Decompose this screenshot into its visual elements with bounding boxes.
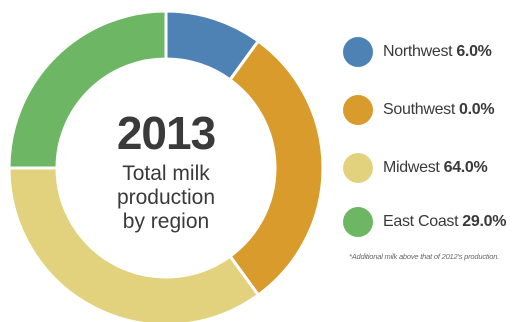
legend-value-midwest: 64.0% — [443, 159, 488, 176]
donut-slice-southwest — [227, 38, 325, 298]
center-subtitle-line-3: by region — [122, 210, 210, 233]
legend-value-northwest: 6.0% — [456, 43, 492, 60]
legend-item-midwest: Midwest 64.0% — [343, 152, 525, 184]
legend-item-northwest: Northwest 6.0% — [343, 36, 525, 68]
legend-swatch-northwest — [343, 37, 373, 67]
legend-label-northwest: Northwest — [383, 43, 453, 60]
legend-label-midwest: Midwest — [383, 159, 440, 176]
center-year: 2013 — [116, 107, 216, 159]
donut-chart — [7, 9, 325, 322]
legend-swatch-southwest — [343, 95, 373, 125]
center-subtitle: Total milk production by region — [92, 162, 240, 234]
center-subtitle-line-1: Total milk — [122, 162, 210, 185]
legend-label-east-coast: East Coast — [383, 213, 459, 230]
legend-value-east-coast: 29.0% — [462, 213, 507, 230]
legend-text-northwest: Northwest 6.0% — [383, 43, 492, 61]
donut-slice-east-coast — [7, 9, 168, 170]
legend-text-east-coast: East Coast 29.0% — [383, 213, 506, 231]
footnote: *Additional milk above that of 2012's pr… — [349, 252, 500, 261]
legend-item-southwest: Southwest 0.0% — [343, 94, 525, 126]
donut-slice-midwest — [7, 166, 261, 322]
legend-label-southwest: Southwest — [383, 101, 456, 118]
legend-swatch-east-coast — [343, 207, 373, 237]
center-subtitle-line-2: production — [116, 186, 216, 209]
legend-swatch-midwest — [343, 153, 373, 183]
legend-item-east-coast: East Coast 29.0% — [343, 206, 525, 238]
legend-text-southwest: Southwest 0.0% — [383, 101, 495, 119]
legend-text-midwest: Midwest 64.0% — [383, 159, 488, 177]
legend-value-southwest: 0.0% — [459, 101, 495, 118]
